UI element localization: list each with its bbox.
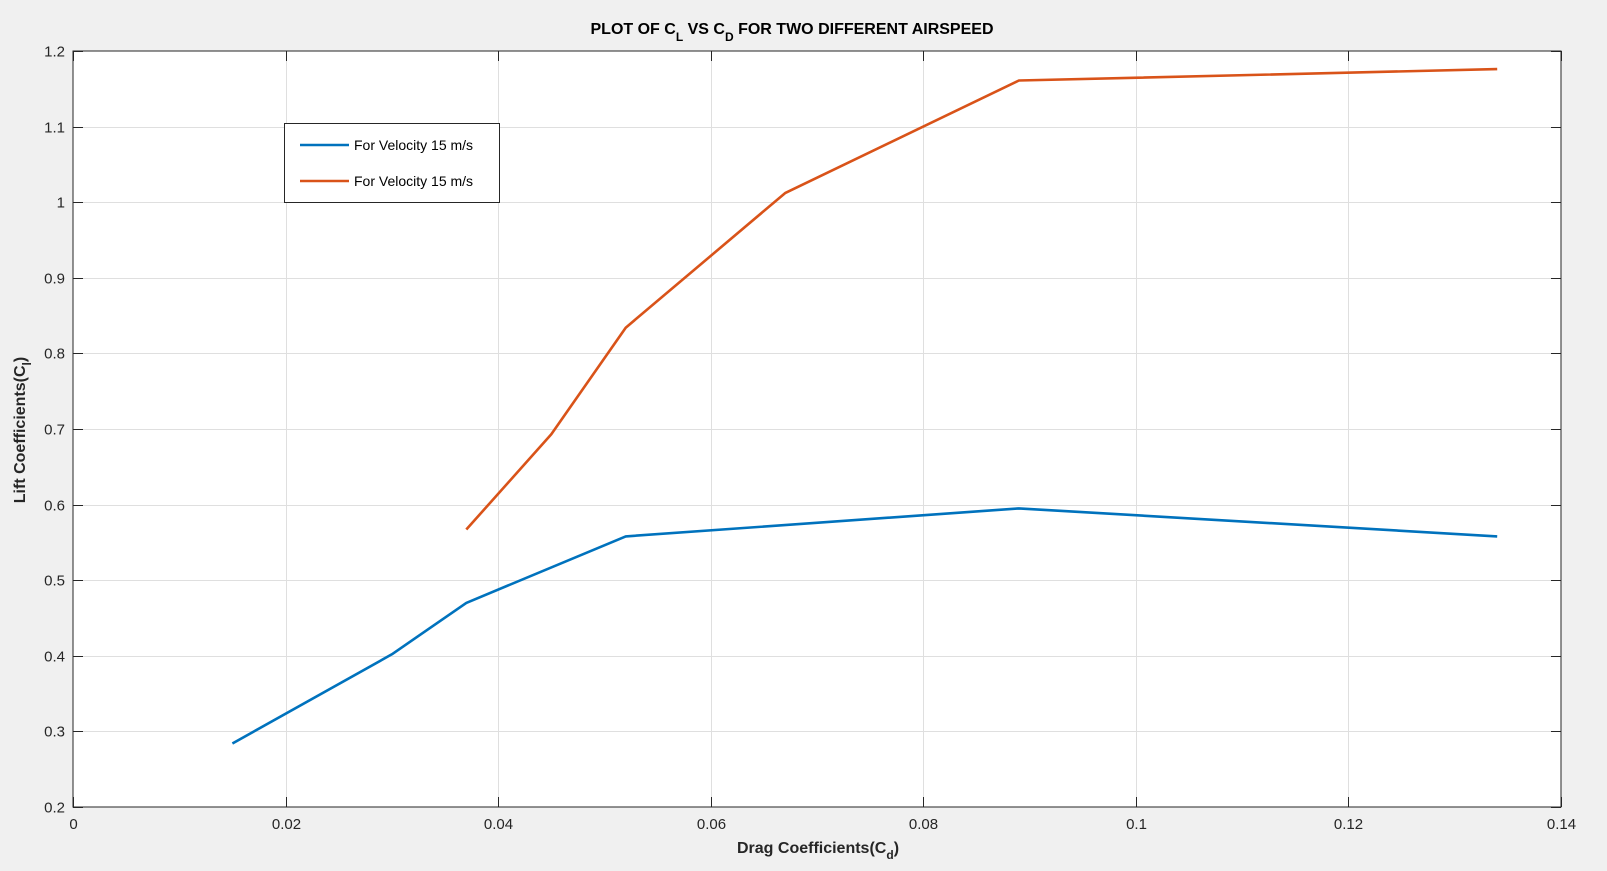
series-line-1 <box>231 507 1498 745</box>
x-tick-label: 0 <box>69 816 77 833</box>
tick-labels: 0 0.02 0.04 0.06 0.08 0.1 0.12 0.14 0.2 0.3 0.4 0.5… <box>44 44 1576 834</box>
y-tick-label: 0.6 <box>44 498 65 515</box>
chart-title-subscript: D <box>725 30 734 44</box>
y-tick-label: 1.2 <box>44 44 65 61</box>
x-axis-title-subscript: d <box>886 848 893 862</box>
y-tick-label: 0.7 <box>44 422 65 439</box>
chart-title: PLOT OF CL VS CD FOR TWO DIFFERENT AIRSP… <box>591 21 994 44</box>
x-tick-label: 0.04 <box>484 816 513 833</box>
chart-title-part: PLOT OF C <box>591 21 677 38</box>
ticks <box>73 51 1562 808</box>
legend: For Velocity 15 m/s For Velocity 15 m/s <box>284 123 500 203</box>
grid <box>73 51 1561 807</box>
legend-box <box>284 123 500 203</box>
x-axis-title-part: Drag Coefficients(C <box>737 840 887 857</box>
plot-area: 0 0.02 0.04 0.06 0.08 0.1 0.12 0.14 0.2 0.3 0.4 0.5… <box>44 44 1576 834</box>
y-axis-title-part: Lift Coefficients(C <box>12 365 29 503</box>
y-axis-title-part: ) <box>12 357 29 362</box>
x-axis-title: Drag Coefficients(Cd) <box>737 840 899 862</box>
series-line-2 <box>465 67 1498 531</box>
y-tick-label: 0.9 <box>44 271 65 288</box>
legend-label-series-1: For Velocity 15 m/s <box>354 137 473 153</box>
x-tick-label: 0.02 <box>272 816 301 833</box>
x-tick-label: 0.08 <box>909 816 938 833</box>
chart-title-part: FOR TWO DIFFERENT AIRSPEED <box>734 21 994 38</box>
y-axis-title-subscript: l <box>20 362 34 365</box>
y-tick-label: 0.5 <box>44 573 65 590</box>
x-tick-label: 0.06 <box>697 816 726 833</box>
legend-label-series-2: For Velocity 15 m/s <box>354 173 473 189</box>
chart-title-part: VS C <box>683 21 725 38</box>
y-tick-label: 1 <box>57 195 65 212</box>
x-tick-label: 0.1 <box>1126 816 1147 833</box>
y-tick-label: 0.3 <box>44 724 65 741</box>
y-tick-label: 0.8 <box>44 346 65 363</box>
y-tick-label: 0.2 <box>44 800 65 817</box>
y-tick-label: 0.4 <box>44 649 65 666</box>
y-tick-label: 1.1 <box>44 120 65 137</box>
chart-title-subscript: L <box>676 30 683 44</box>
x-axis-title-part: ) <box>894 840 899 857</box>
y-axis-title: Lift Coefficients(Cl) <box>12 357 34 503</box>
series-layer <box>231 67 1498 745</box>
x-tick-label: 0.12 <box>1334 816 1363 833</box>
x-tick-label: 0.14 <box>1547 816 1576 833</box>
